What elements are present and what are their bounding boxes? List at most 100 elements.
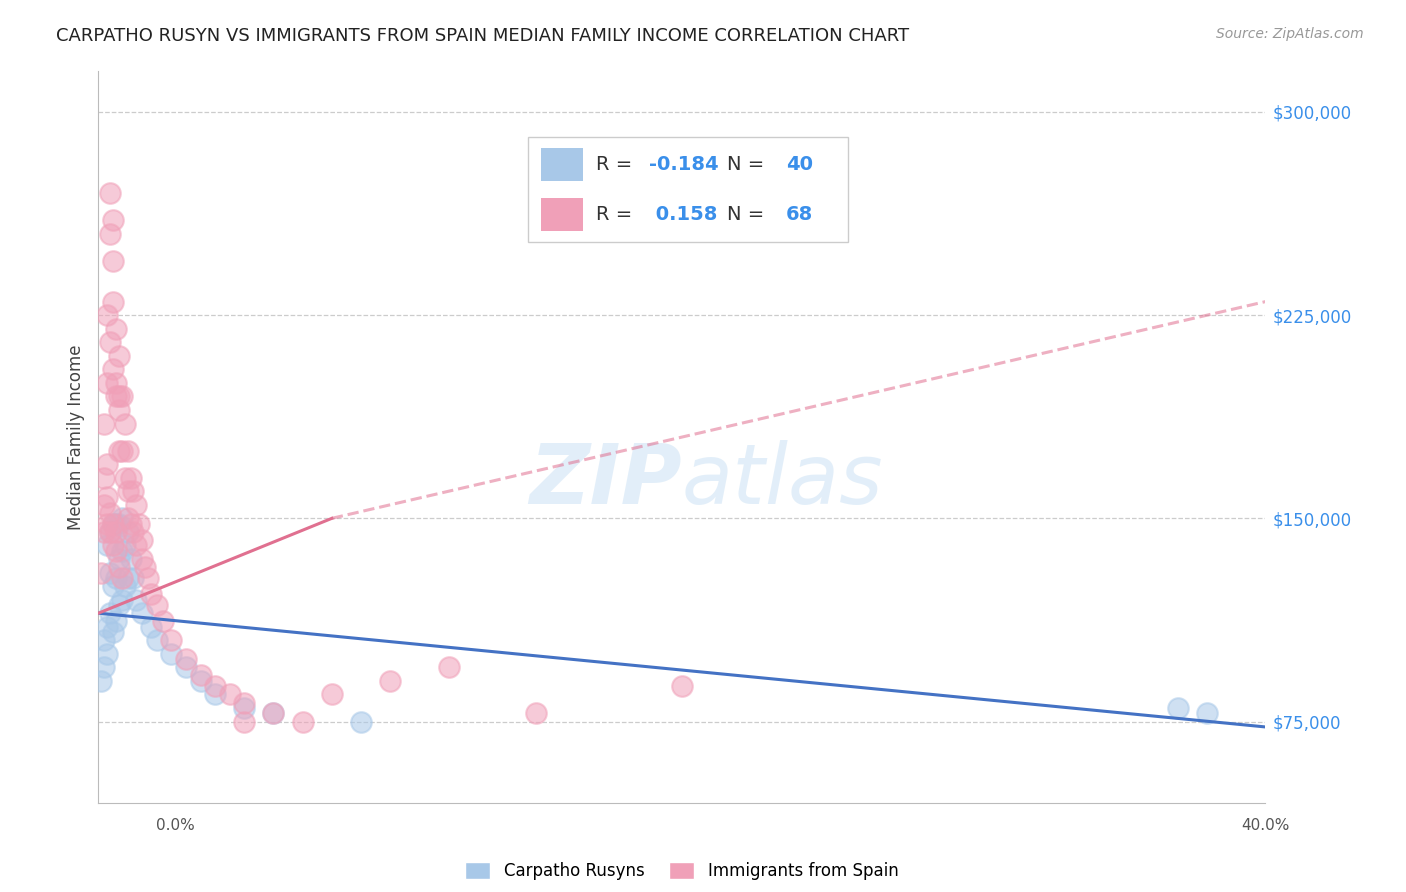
Point — [93, 524, 115, 539]
Point — [93, 498, 115, 512]
Point — [108, 516, 131, 531]
Point — [108, 443, 131, 458]
Point — [190, 668, 212, 682]
Point — [108, 403, 131, 417]
Point — [122, 484, 145, 499]
Point — [114, 417, 136, 431]
Point — [134, 560, 156, 574]
Point — [117, 524, 139, 539]
Point — [350, 714, 373, 729]
Text: N =: N = — [727, 154, 770, 174]
FancyBboxPatch shape — [541, 198, 583, 231]
Point — [96, 538, 118, 552]
Point — [380, 673, 402, 688]
Text: 68: 68 — [786, 205, 813, 224]
Point — [131, 606, 153, 620]
Text: 0.0%: 0.0% — [156, 818, 195, 832]
Point — [111, 571, 134, 585]
Point — [291, 714, 314, 729]
Point — [96, 376, 118, 390]
Point — [152, 615, 174, 629]
Point — [174, 660, 197, 674]
Text: CARPATHO RUSYN VS IMMIGRANTS FROM SPAIN MEDIAN FAMILY INCOME CORRELATION CHART: CARPATHO RUSYN VS IMMIGRANTS FROM SPAIN … — [56, 27, 910, 45]
Point — [108, 598, 131, 612]
Point — [146, 633, 169, 648]
Point — [233, 714, 256, 729]
Point — [787, 186, 810, 201]
Text: N =: N = — [727, 205, 770, 224]
Point — [96, 647, 118, 661]
Point — [101, 516, 124, 531]
Point — [108, 552, 131, 566]
Point — [117, 484, 139, 499]
Point — [111, 443, 134, 458]
Text: -0.184: -0.184 — [648, 154, 718, 174]
Point — [96, 516, 118, 531]
Point — [96, 457, 118, 471]
Text: R =: R = — [596, 154, 638, 174]
Point — [204, 679, 226, 693]
Point — [321, 688, 343, 702]
Point — [96, 490, 118, 504]
Point — [262, 706, 284, 721]
Point — [101, 362, 124, 376]
Point — [104, 389, 127, 403]
Point — [262, 706, 284, 721]
Point — [108, 560, 131, 574]
Point — [111, 511, 134, 525]
Point — [111, 592, 134, 607]
Point — [146, 598, 169, 612]
Point — [101, 625, 124, 640]
Point — [93, 660, 115, 674]
Point — [98, 506, 121, 520]
Point — [117, 443, 139, 458]
Point — [90, 673, 112, 688]
Point — [101, 294, 124, 309]
Point — [114, 579, 136, 593]
Point — [104, 516, 127, 531]
Text: ZIP: ZIP — [529, 441, 682, 522]
Text: Source: ZipAtlas.com: Source: ZipAtlas.com — [1216, 27, 1364, 41]
Point — [101, 516, 124, 531]
Point — [108, 389, 131, 403]
FancyBboxPatch shape — [541, 148, 583, 181]
Point — [120, 471, 142, 485]
Point — [114, 538, 136, 552]
Point — [108, 349, 131, 363]
Point — [128, 516, 150, 531]
Point — [125, 592, 148, 607]
Point — [104, 544, 127, 558]
Point — [139, 620, 162, 634]
Point — [218, 688, 240, 702]
Point — [98, 606, 121, 620]
Point — [104, 615, 127, 629]
Point — [174, 652, 197, 666]
Point — [190, 673, 212, 688]
Point — [233, 696, 256, 710]
Point — [98, 335, 121, 350]
Point — [101, 538, 124, 552]
Point — [122, 571, 145, 585]
FancyBboxPatch shape — [527, 136, 848, 243]
Text: R =: R = — [596, 205, 638, 224]
Point — [98, 566, 121, 580]
Point — [104, 571, 127, 585]
Point — [204, 688, 226, 702]
Point — [117, 511, 139, 525]
Point — [98, 524, 121, 539]
Point — [93, 471, 115, 485]
Point — [117, 571, 139, 585]
Point — [104, 322, 127, 336]
Point — [125, 538, 148, 552]
Point — [160, 633, 183, 648]
Text: 0.158: 0.158 — [648, 205, 717, 224]
Point — [90, 566, 112, 580]
Point — [122, 524, 145, 539]
Point — [1195, 706, 1218, 721]
Point — [524, 706, 547, 721]
Point — [114, 471, 136, 485]
Point — [131, 552, 153, 566]
Point — [101, 579, 124, 593]
Point — [98, 227, 121, 241]
Point — [104, 524, 127, 539]
